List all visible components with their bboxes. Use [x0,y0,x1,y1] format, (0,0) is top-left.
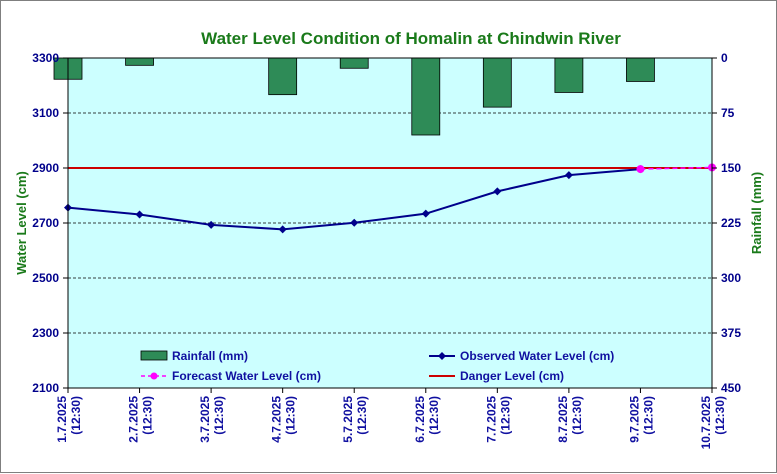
x-tick-date: 7.7.2025 [484,396,498,443]
x-tick-label: 8.7.2025 (12:30) [556,396,584,443]
x-tick-label: 10.7.2025 (12:30) [699,396,727,450]
x-tick-date: 4.7.2025 [270,396,284,443]
observed-point [350,218,359,227]
x-tick-time: (12:30) [212,396,226,435]
x-tick-time: (12:30) [141,396,155,435]
rainfall-bar [268,57,298,96]
left-tick-label: 3100 [32,106,59,120]
legend-marker [150,372,158,380]
observed-point [135,210,144,219]
x-tick-time: (12:30) [355,396,369,435]
observed-point [278,225,287,234]
rainfall-bar [626,57,655,82]
x-tick-label: 3.7.2025 (12:30) [198,396,226,443]
legend-item: Danger Level (cm) [429,369,564,383]
chart-title: Water Level Condition of Homalin at Chin… [201,29,621,48]
left-axis-ticks: 2100 2300 2500 2700 2900 3100 3300 [32,51,59,395]
legend-label: Observed Water Level (cm) [460,349,614,363]
legend-item: Forecast Water Level (cm) [141,369,321,383]
x-tick-time: (12:30) [284,396,298,435]
left-tick-label: 2300 [32,326,59,340]
x-tick-date: 5.7.2025 [341,396,355,443]
x-tick-label: 2.7.2025 (12:30) [127,396,155,443]
left-tick-label: 2900 [32,161,59,175]
rainfall-bar [125,57,154,66]
right-tick-label: 300 [721,271,741,285]
x-tick-label: 1.7.2025 (12:30) [55,396,83,443]
x-tick-time: (12:30) [570,396,584,435]
legend-marker [438,352,446,360]
y-axis-left-label: Water Level (cm) [14,171,29,275]
rainfall-bar [482,57,512,108]
forecast-point [636,165,645,174]
observed-point [207,220,216,229]
x-tick-label: 7.7.2025 (12:30) [484,396,512,443]
rainfall-bar [339,57,369,69]
right-tick-label: 450 [721,381,741,395]
forecast-polyline [640,166,713,170]
legend-swatch [140,350,168,361]
legend-item: Rainfall (mm) [140,349,248,363]
left-tick-label: 2500 [32,271,59,285]
x-tick-date: 3.7.2025 [198,396,212,443]
x-tick-time: (12:30) [713,396,727,435]
right-tick-label: 75 [721,106,735,120]
legend-item: Observed Water Level (cm) [429,349,614,363]
right-tick-label: 0 [721,51,728,65]
x-tick-label: 5.7.2025 (12:30) [341,396,369,443]
observed-point [493,187,502,196]
x-tick-date: 9.7.2025 [627,396,641,443]
observed-point [564,171,573,180]
x-tick-label: 4.7.2025 (12:30) [270,396,298,443]
x-tick-time: (12:30) [69,396,83,435]
right-tick-label: 225 [721,216,741,230]
rainfall-bar [411,57,441,136]
legend-label: Rainfall (mm) [172,349,248,363]
left-tick-label: 2100 [32,381,59,395]
x-tick-label: 9.7.2025 (12:30) [627,396,655,443]
x-tick-date: 6.7.2025 [413,396,427,443]
x-tick-time: (12:30) [641,396,655,435]
y-axis-right-label: Rainfall (mm) [749,172,764,254]
right-axis-ticks: 450 375 300 225 150 75 0 [721,51,741,395]
legend: Rainfall (mm) Observed Water Level (cm) Fo… [140,349,614,383]
observed-point [421,209,430,218]
x-tick-time: (12:30) [498,396,512,435]
x-tick-time: (12:30) [427,396,441,435]
right-tick-label: 375 [721,326,741,340]
x-tick-date: 1.7.2025 [55,396,69,443]
left-tick-label: 3300 [32,51,59,65]
legend-label: Danger Level (cm) [460,369,564,383]
x-tick-date: 10.7.2025 [699,396,713,450]
x-tick-label: 6.7.2025 (12:30) [413,396,441,443]
axes [63,57,717,393]
rainfall-bar [554,57,584,93]
x-tick-date: 2.7.2025 [127,396,141,443]
legend-label: Forecast Water Level (cm) [172,369,321,383]
x-tick-date: 8.7.2025 [556,396,570,443]
rainfall-bars [53,57,655,136]
left-tick-label: 2700 [32,216,59,230]
right-tick-label: 150 [721,161,741,175]
x-axis-ticks: 1.7.2025 (12:30) 2.7.2025 (12:30) 3.7.2025 (1… [55,396,727,450]
